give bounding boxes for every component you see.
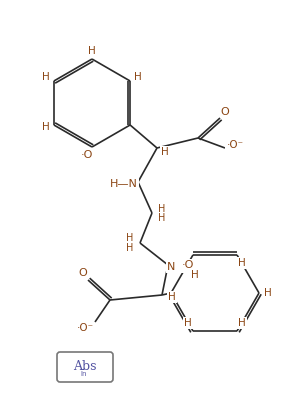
Text: H: H [184, 318, 192, 328]
Text: N: N [167, 262, 175, 272]
Text: H: H [182, 262, 190, 272]
FancyBboxPatch shape [57, 352, 113, 382]
Text: O: O [79, 268, 87, 278]
Text: H: H [42, 72, 50, 82]
Text: Abs: Abs [73, 359, 97, 373]
Text: H: H [88, 46, 96, 56]
Text: In: In [81, 371, 87, 377]
Text: O: O [221, 107, 230, 117]
Text: H: H [161, 147, 169, 157]
Text: ·O: ·O [182, 260, 194, 270]
Text: H: H [134, 72, 142, 82]
Text: H: H [238, 318, 246, 328]
Text: H: H [42, 122, 50, 132]
Text: H: H [158, 213, 166, 223]
Text: H: H [168, 292, 176, 302]
Text: H: H [264, 288, 272, 298]
Text: H: H [126, 233, 134, 243]
Text: H: H [191, 270, 199, 280]
Text: H: H [126, 243, 134, 253]
Text: H: H [158, 204, 166, 214]
Text: ·O⁻: ·O⁻ [226, 140, 244, 150]
Text: ·O⁻: ·O⁻ [77, 323, 93, 333]
Text: H—N: H—N [110, 179, 138, 189]
Text: ·O: ·O [81, 150, 93, 160]
Text: H: H [238, 258, 246, 268]
